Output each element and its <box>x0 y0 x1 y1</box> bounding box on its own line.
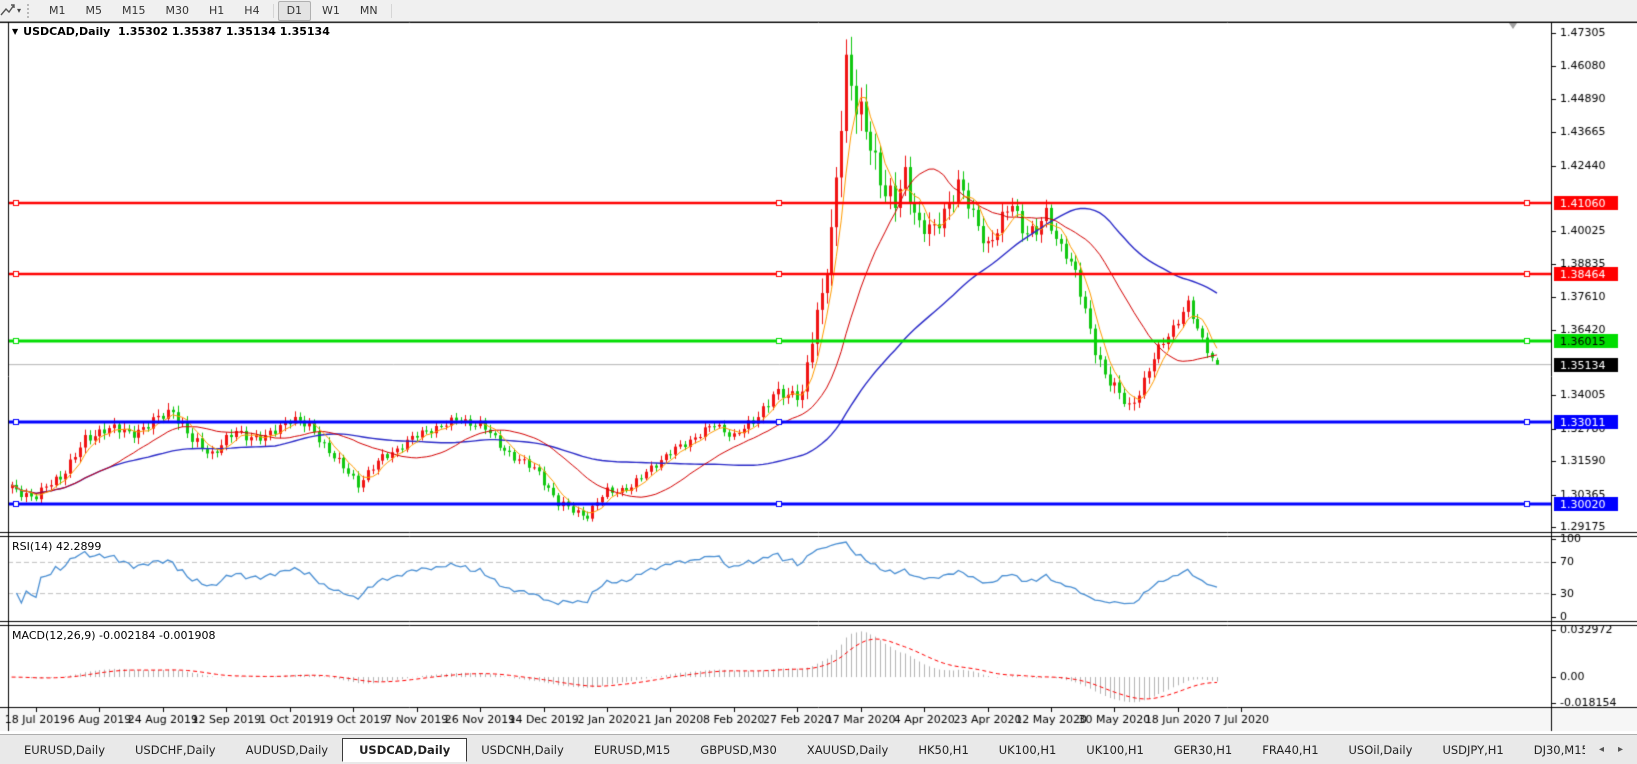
tab-gbpusd-m30[interactable]: GBPUSD,M30 <box>700 742 777 757</box>
tab-fra40-h1[interactable]: FRA40,H1 <box>1262 742 1319 757</box>
chart-tab-bar: EURUSD,Daily USDCHF,Daily AUDUSD,Daily USDC… <box>0 734 1637 764</box>
tab-usdjpy-h1[interactable]: USDJPY,H1 <box>1442 742 1504 757</box>
timeframe-toolbar: ▾ M1 M5 M15 M30 H1 H4 D1 W1 MN <box>0 0 1637 22</box>
tab-usdcnh-daily[interactable]: USDCNH,Daily <box>481 742 564 757</box>
toolbar-separator <box>272 3 274 18</box>
chart-tabs: EURUSD,Daily USDCHF,Daily AUDUSD,Daily USDC… <box>0 735 1585 764</box>
tab-usdcad-daily[interactable]: USDCAD,Daily <box>342 738 468 762</box>
tab-eurusd-daily[interactable]: EURUSD,Daily <box>24 742 105 757</box>
one-click-dropdown-icon[interactable]: ▼ <box>12 27 19 36</box>
tab-dj30-m15[interactable]: DJ30,M15 <box>1533 742 1585 757</box>
tab-scroll-left-icon[interactable]: ◂ <box>1598 744 1604 755</box>
chart-canvas[interactable] <box>0 0 1637 734</box>
timeframe-buttons: M1 M5 M15 M30 H1 H4 D1 W1 MN <box>39 0 395 21</box>
tab-audusd-daily[interactable]: AUDUSD,Daily <box>245 742 329 757</box>
timeframe-button-m15[interactable]: M15 <box>122 3 146 17</box>
tab-ger30-h1[interactable]: GER30,H1 <box>1173 742 1233 757</box>
timeframe-button-m5[interactable]: M5 <box>85 3 103 17</box>
timeframe-button-h1[interactable]: H1 <box>209 3 225 17</box>
tab-scroll-nav: ◂ ▸ <box>1585 744 1637 755</box>
chevron-down-icon: ▾ <box>17 5 22 15</box>
tab-usdchf-daily[interactable]: USDCHF,Daily <box>135 742 216 757</box>
timeframe-button-m30[interactable]: M30 <box>165 3 190 17</box>
tab-hk50-h1[interactable]: HK50,H1 <box>918 742 969 757</box>
polyline-tool-icon <box>0 3 15 18</box>
tab-scroll-right-icon[interactable]: ▸ <box>1617 744 1623 755</box>
tab-xauusd-daily[interactable]: XAUUSD,Daily <box>806 742 889 757</box>
tab-eurusd-m15[interactable]: EURUSD,M15 <box>593 742 671 757</box>
timeframe-button-mn[interactable]: MN <box>359 3 378 17</box>
tab-usoil-daily[interactable]: USOil,Daily <box>1348 742 1413 757</box>
toolbar-grip <box>27 3 34 18</box>
timeframe-button-d1[interactable]: D1 <box>277 0 312 21</box>
toolbar-separator <box>390 3 392 18</box>
tab-uk100-h1[interactable]: UK100,H1 <box>998 742 1057 757</box>
timeframe-button-h4[interactable]: H4 <box>244 3 260 17</box>
line-studies-tool[interactable]: ▾ <box>0 0 25 21</box>
timeframe-button-w1[interactable]: W1 <box>322 3 340 17</box>
timeframe-button-m1[interactable]: M1 <box>49 3 66 17</box>
tab-uk100-h1[interactable]: UK100,H1 <box>1086 742 1144 757</box>
